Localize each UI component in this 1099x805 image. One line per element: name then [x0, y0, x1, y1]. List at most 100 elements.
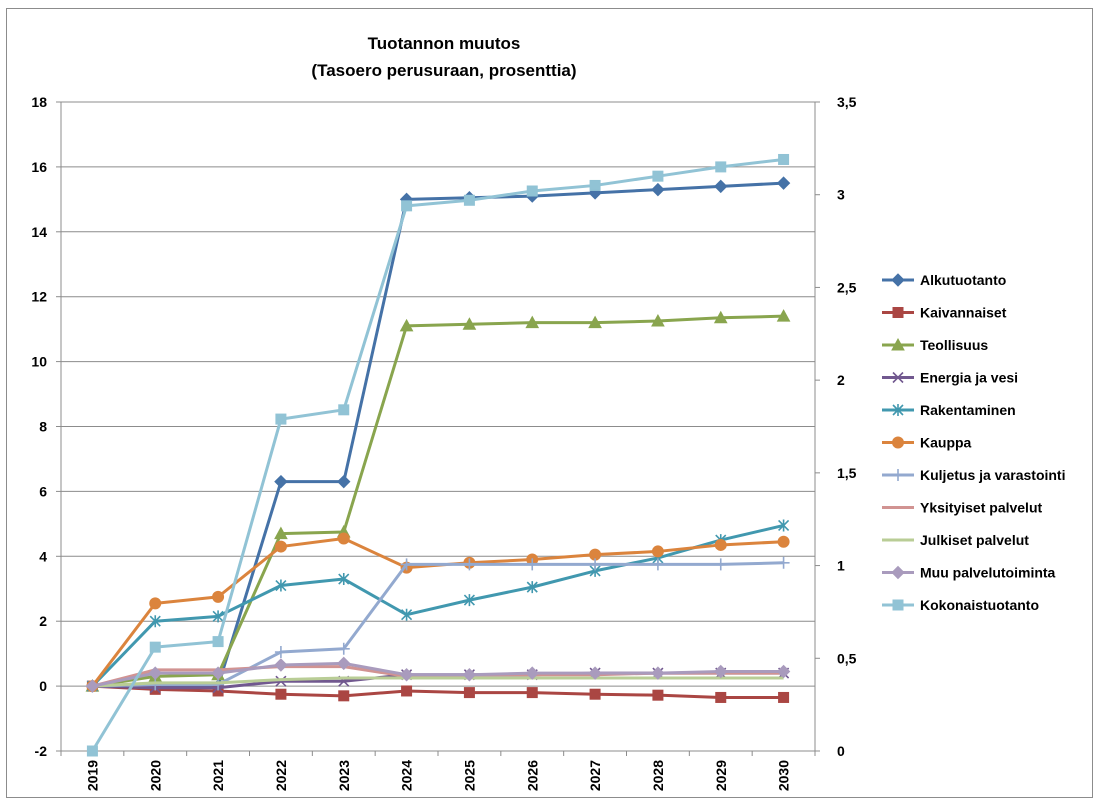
series-line — [92, 661, 784, 688]
data-point — [588, 315, 602, 329]
y-tick-label: 4 — [39, 548, 47, 564]
data-point — [525, 666, 539, 680]
data-point — [275, 579, 287, 592]
series-line — [92, 314, 784, 688]
data-point — [526, 687, 538, 699]
x-tick-label: 2023 — [336, 760, 352, 791]
legend-label: Yksityiset palvelut — [920, 500, 1043, 516]
x-tick-label: 2027 — [587, 760, 603, 791]
series-line — [92, 676, 784, 688]
data-point — [651, 545, 664, 558]
data-point — [652, 170, 664, 182]
data-point — [275, 688, 287, 700]
legend-label: Energia ja vesi — [920, 370, 1018, 386]
data-point — [463, 558, 476, 571]
chart-subtitle: (Tasoero perusuraan, prosenttia) — [311, 61, 576, 80]
legend-label: Kuljetus ja varastointi — [920, 467, 1065, 483]
data-point — [149, 641, 161, 653]
axes: -2 0 2 4 6 8 10 12 14 16 18 0 0,5 1 1,5 2 2,5 3 3,5 2019 202… — [31, 94, 856, 791]
data-point — [149, 615, 161, 628]
legend-label: Muu palvelutoiminta — [920, 565, 1056, 581]
legend-marker — [891, 273, 905, 287]
legend-marker — [892, 436, 904, 449]
data-point — [776, 176, 791, 190]
legend: Alkutuotanto Kaivannaiset Teollisuus Energi… — [882, 272, 1065, 613]
data-point — [652, 689, 664, 701]
legend-marker — [892, 404, 904, 416]
data-point — [463, 594, 475, 607]
data-point — [275, 675, 287, 687]
data-point — [777, 535, 790, 548]
data-point — [212, 590, 225, 603]
data-point — [651, 182, 665, 197]
legend-label: Julkiset palvelut — [920, 532, 1029, 548]
data-point — [778, 519, 790, 532]
y-tick-label: 10 — [31, 354, 47, 370]
y2-tick-label: 2,5 — [837, 279, 857, 295]
data-point — [526, 581, 538, 594]
series-6 — [86, 556, 790, 693]
data-point — [588, 666, 602, 680]
data-point — [715, 161, 727, 173]
series-line — [92, 561, 784, 688]
data-point — [274, 658, 288, 672]
legend-marker — [891, 565, 905, 580]
legend-label: Kauppa — [920, 435, 972, 451]
y-tick-label: 8 — [39, 419, 47, 435]
data-point — [148, 666, 162, 680]
data-point — [274, 646, 287, 659]
series-9 — [85, 656, 791, 693]
legend-entry: Kaivannaiset — [882, 305, 1007, 321]
legend-marker — [891, 337, 905, 351]
data-point — [274, 540, 287, 553]
data-point — [337, 642, 350, 655]
series-0 — [85, 176, 791, 695]
data-point — [713, 310, 728, 324]
data-point — [274, 474, 288, 489]
data-point — [337, 656, 351, 671]
legend-entry: Teollisuus — [882, 337, 988, 353]
data-point — [212, 678, 225, 691]
data-point — [715, 691, 727, 703]
x-tick-label: 2020 — [147, 760, 163, 791]
data-point — [401, 685, 413, 697]
y-tick-label: 16 — [31, 159, 47, 175]
legend-entry: Yksityiset palvelut — [882, 500, 1043, 516]
data-point — [212, 610, 224, 623]
legend-marker — [892, 371, 904, 384]
chart-frame: Tuotannon muutos (Tasoero perusuraan, pr… — [6, 8, 1093, 798]
data-point — [338, 573, 350, 586]
legend-entry: Energia ja vesi — [882, 370, 1018, 386]
y-tick-label: 6 — [39, 483, 47, 499]
line-chart: Tuotannon muutos (Tasoero perusuraan, pr… — [31, 34, 1065, 791]
y2-tick-label: 1 — [837, 558, 845, 574]
data-point — [463, 194, 475, 206]
data-point — [526, 558, 539, 571]
data-point — [526, 185, 538, 197]
legend-marker — [892, 307, 904, 318]
legend-entry: Rakentaminen — [882, 402, 1016, 418]
x-tick-label: 2021 — [210, 760, 226, 791]
data-point — [651, 666, 665, 680]
series-8 — [92, 676, 784, 688]
y2-tick-label: 0,5 — [837, 650, 857, 666]
data-point — [776, 309, 791, 322]
y2-tick-label: 3 — [837, 187, 845, 203]
data-point — [337, 532, 350, 545]
data-point — [714, 538, 727, 551]
data-point — [401, 200, 413, 212]
series-line — [92, 684, 784, 699]
series-10 — [86, 153, 790, 757]
data-point — [337, 474, 351, 489]
legend-label: Rakentaminen — [920, 402, 1016, 418]
x-tick-label: 2028 — [650, 760, 666, 791]
data-point — [338, 404, 350, 416]
legend-marker — [892, 599, 904, 611]
data-point — [462, 317, 477, 330]
data-point — [714, 179, 728, 194]
y-tick-label: 18 — [31, 94, 47, 110]
data-point — [400, 558, 413, 571]
data-point — [651, 558, 664, 571]
data-point — [714, 664, 728, 679]
series-lines — [85, 153, 791, 757]
